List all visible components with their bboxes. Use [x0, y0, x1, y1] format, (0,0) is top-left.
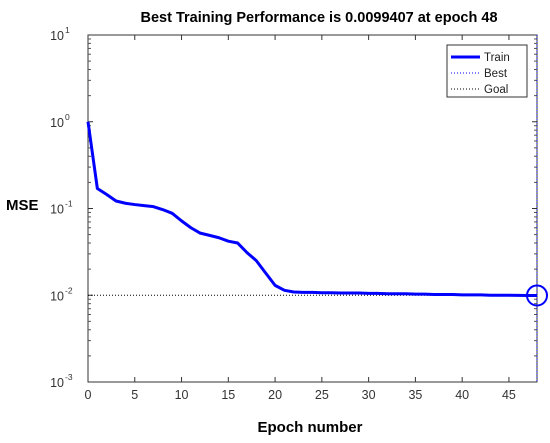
x-tick-label: 40 [455, 388, 469, 402]
legend-goal-label: Goal [484, 84, 508, 96]
y-tick-exponent: 0 [65, 112, 70, 122]
train-line [86, 121, 538, 297]
x-tick-label: 25 [315, 388, 329, 402]
best-point-marker [526, 284, 548, 307]
legend-box [446, 44, 528, 98]
x-axis-label: Epoch number [257, 419, 362, 436]
x-tick-label: 35 [408, 388, 422, 402]
y-tick-label: 10 [50, 376, 64, 390]
legend: Train Best Goal [446, 44, 528, 98]
y-tick-exponent: -2 [65, 285, 73, 295]
y-tick-label: 10 [50, 116, 64, 130]
x-tick-label: 20 [268, 388, 282, 402]
series-layer [86, 121, 548, 307]
y-tick-exponent: -3 [65, 372, 73, 382]
chart-title: Best Training Performance is 0.0099407 a… [140, 10, 497, 26]
legend-best-label: Best [484, 68, 508, 80]
x-tick-label: 45 [502, 388, 516, 402]
x-tick-label: 10 [175, 388, 189, 402]
y-tick-label: 10 [50, 289, 64, 303]
x-tick-label: 0 [85, 388, 92, 402]
x-tick-label: 15 [221, 388, 235, 402]
y-tick-exponent: -1 [65, 199, 73, 209]
y-tick-label: 10 [50, 203, 64, 217]
legend-train-label: Train [484, 52, 510, 64]
y-tick-exponent: 1 [65, 25, 70, 35]
y-tick-label: 10 [50, 29, 64, 43]
x-tick-label: 5 [131, 388, 138, 402]
reference-lines [88, 35, 538, 382]
x-tick-label: 30 [362, 388, 376, 402]
y-axis-label: MSE [6, 197, 39, 214]
